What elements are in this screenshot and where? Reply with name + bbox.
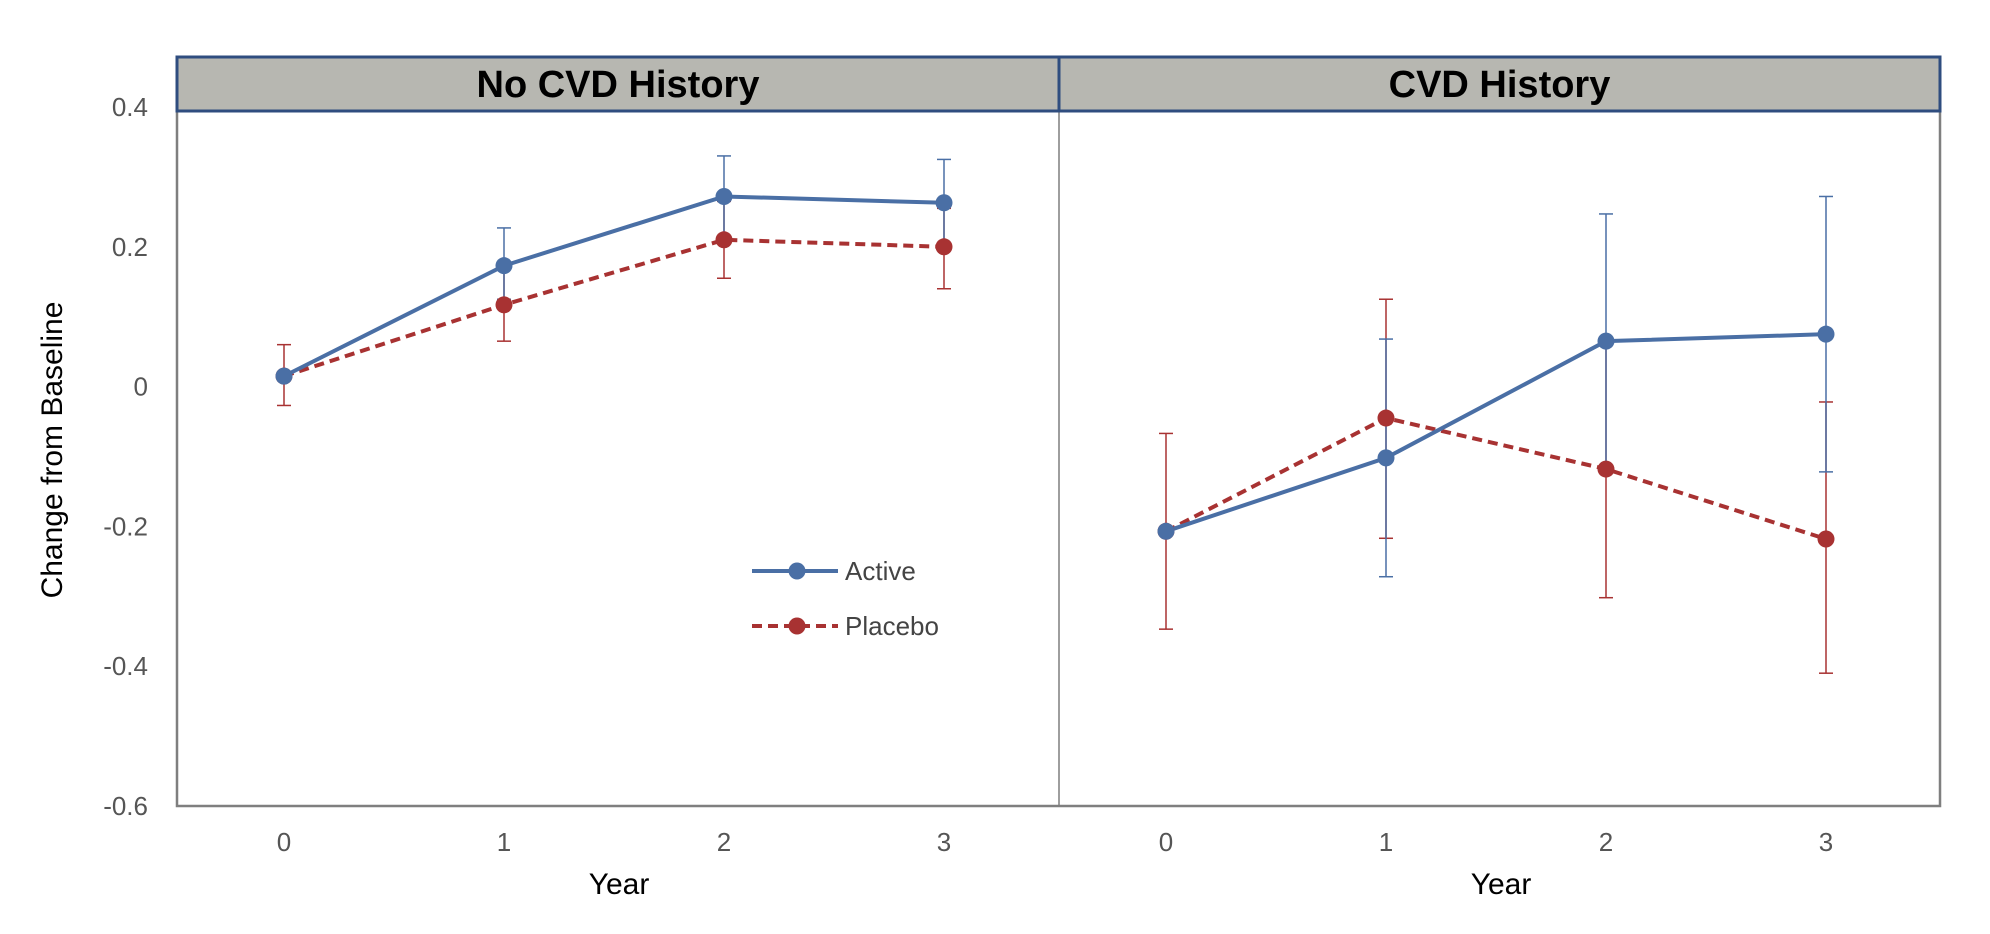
legend-label: Placebo [845, 611, 939, 641]
legend: Active Placebo [752, 556, 939, 641]
x-axis-label: Year [1471, 868, 1532, 901]
data-point-active [715, 187, 733, 205]
data-point-active [1817, 325, 1835, 343]
x-tick-label: 2 [717, 827, 731, 857]
data-point-placebo [1377, 409, 1395, 427]
legend-swatch-marker [788, 562, 806, 580]
data-point-placebo [935, 238, 953, 256]
data-point-active [935, 194, 953, 212]
plot-panels: No CVD History 0 1 2 3 Year CVD History 0 1 2 3 Yea… [175, 55, 1942, 901]
strip-header [1057, 55, 1942, 113]
y-tick-label: -0.6 [103, 791, 148, 821]
y-tick-label: 0.4 [112, 92, 148, 122]
data-point-active [275, 367, 293, 385]
y-tick-label: 0.2 [112, 232, 148, 262]
data-point-active [1597, 332, 1615, 350]
data-point-placebo [495, 296, 513, 314]
x-tick-label: 3 [937, 827, 951, 857]
panel-title: CVD History [1389, 64, 1611, 106]
y-tick-label: -0.2 [103, 511, 148, 541]
y-tick-label: -0.4 [103, 651, 148, 681]
series-line-active [1165, 332, 1827, 534]
panel-1: No CVD History 0 1 2 3 Year [175, 55, 1061, 901]
series-line-placebo [283, 237, 945, 379]
x-tick-label: 1 [497, 827, 511, 857]
data-point-active [1157, 522, 1175, 540]
legend-label: Active [845, 556, 916, 586]
legend-item-active: Active [752, 556, 916, 586]
data-point-active [1377, 449, 1395, 467]
x-tick-label: 3 [1819, 827, 1833, 857]
data-point-placebo [1817, 530, 1835, 548]
y-tick-label: 0 [134, 372, 148, 402]
x-tick-label: 0 [1159, 827, 1173, 857]
x-tick-label: 0 [277, 827, 291, 857]
panel-title: No CVD History [477, 64, 760, 106]
data-point-active [495, 257, 513, 275]
data-point-placebo [1597, 460, 1615, 478]
x-tick-label: 1 [1379, 827, 1393, 857]
error-bars-placebo [1159, 298, 1833, 674]
y-axis-label: Change from Baseline [36, 302, 69, 599]
series-line-placebo [1165, 415, 1827, 541]
x-tick-label: 2 [1599, 827, 1613, 857]
y-axis: -0.6 -0.4 -0.2 0 0.2 0.4 [103, 92, 148, 821]
legend-swatch-marker [788, 617, 806, 635]
series-line-active [283, 194, 945, 378]
x-axis-label: Year [589, 868, 650, 901]
data-point-placebo [715, 231, 733, 249]
legend-item-placebo: Placebo [752, 611, 939, 641]
panel-2: CVD History 0 1 2 3 Year [1057, 55, 1942, 901]
